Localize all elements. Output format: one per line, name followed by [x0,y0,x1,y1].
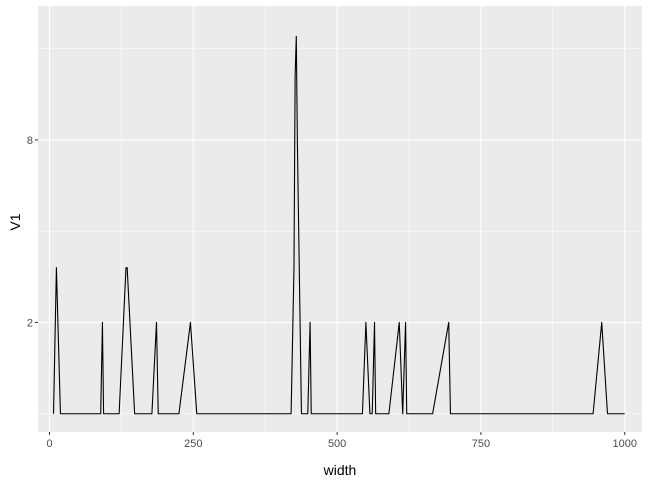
x-axis-ticks [49,432,626,435]
y-tick-label: 8 [27,135,33,147]
plot-panel [38,6,642,432]
x-tick-label: 1000 [613,438,637,450]
y-axis-tick-labels: 28 [27,135,33,330]
series-line [52,35,625,415]
x-axis-tick-labels: 0 250 500 750 1000 [46,438,637,450]
y-tick-label: 2 [27,317,33,329]
x-tick-label: 500 [328,438,346,450]
major-gridlines [38,6,642,432]
series-layer [52,35,625,415]
x-tick-label: 750 [472,438,490,450]
x-axis-title: width [323,462,357,478]
y-axis-ticks [35,139,38,323]
x-tick-label: 250 [184,438,202,450]
y-axis-title: V1 [7,213,23,230]
x-tick-label: 0 [46,438,52,450]
